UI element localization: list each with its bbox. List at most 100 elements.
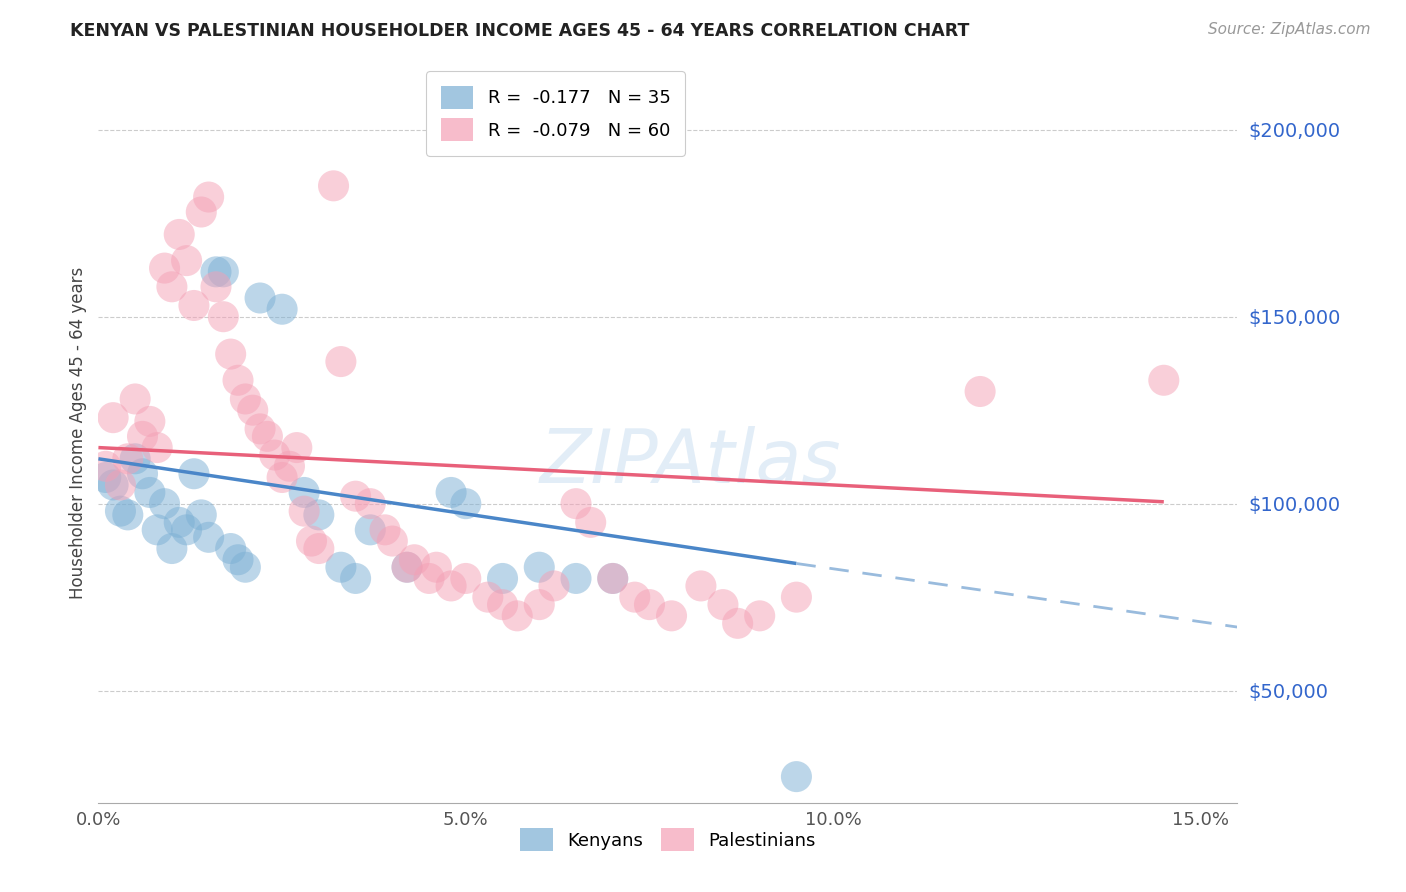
Point xyxy=(359,497,381,511)
Text: KENYAN VS PALESTINIAN HOUSEHOLDER INCOME AGES 45 - 64 YEARS CORRELATION CHART: KENYAN VS PALESTINIAN HOUSEHOLDER INCOME… xyxy=(70,22,970,40)
Point xyxy=(381,534,404,549)
Point xyxy=(404,553,426,567)
Point xyxy=(292,504,315,518)
Point xyxy=(454,497,477,511)
Point xyxy=(249,291,271,305)
Point xyxy=(285,441,308,455)
Point xyxy=(395,560,418,574)
Point xyxy=(301,534,323,549)
Point xyxy=(579,516,602,530)
Point xyxy=(785,770,807,784)
Point xyxy=(205,280,228,294)
Point xyxy=(139,485,162,500)
Point xyxy=(176,253,198,268)
Legend: Kenyans, Palestinians: Kenyans, Palestinians xyxy=(512,819,824,861)
Text: Source: ZipAtlas.com: Source: ZipAtlas.com xyxy=(1208,22,1371,37)
Point xyxy=(395,560,418,574)
Point xyxy=(543,579,565,593)
Point xyxy=(94,459,117,474)
Point xyxy=(235,392,257,406)
Point xyxy=(308,541,330,556)
Point xyxy=(602,571,624,585)
Point xyxy=(271,470,294,484)
Point xyxy=(292,485,315,500)
Point xyxy=(190,508,212,522)
Point xyxy=(110,478,132,492)
Point xyxy=(529,560,551,574)
Point xyxy=(440,485,463,500)
Point xyxy=(661,608,683,623)
Text: ZIPAtlas: ZIPAtlas xyxy=(540,426,841,499)
Point xyxy=(183,298,205,312)
Point xyxy=(153,497,176,511)
Point xyxy=(249,422,271,436)
Point xyxy=(226,553,249,567)
Point xyxy=(212,310,235,324)
Point xyxy=(197,530,219,544)
Point xyxy=(242,403,264,417)
Point xyxy=(565,571,588,585)
Point xyxy=(110,504,132,518)
Point xyxy=(565,497,588,511)
Point xyxy=(183,467,205,481)
Point xyxy=(529,598,551,612)
Point xyxy=(226,373,249,387)
Point xyxy=(160,280,183,294)
Point xyxy=(359,523,381,537)
Point xyxy=(748,608,770,623)
Point xyxy=(727,616,749,631)
Point xyxy=(344,571,367,585)
Point xyxy=(477,590,499,604)
Point xyxy=(131,429,153,443)
Point xyxy=(440,579,463,593)
Point xyxy=(1153,373,1175,387)
Point xyxy=(602,571,624,585)
Point xyxy=(176,523,198,537)
Point xyxy=(101,478,124,492)
Point xyxy=(131,467,153,481)
Point xyxy=(146,441,169,455)
Point xyxy=(160,541,183,556)
Point xyxy=(711,598,734,612)
Point xyxy=(454,571,477,585)
Point xyxy=(322,178,344,193)
Point xyxy=(124,392,146,406)
Point xyxy=(491,571,513,585)
Point xyxy=(785,590,807,604)
Point xyxy=(638,598,661,612)
Point xyxy=(329,354,352,368)
Point xyxy=(425,560,447,574)
Point xyxy=(167,227,190,242)
Point xyxy=(212,265,235,279)
Point xyxy=(139,414,162,428)
Point xyxy=(235,560,257,574)
Point xyxy=(690,579,713,593)
Point xyxy=(146,523,169,537)
Point xyxy=(418,571,440,585)
Point xyxy=(623,590,645,604)
Point xyxy=(205,265,228,279)
Point xyxy=(506,608,529,623)
Point xyxy=(117,508,139,522)
Point xyxy=(491,598,513,612)
Point xyxy=(344,489,367,503)
Point xyxy=(271,302,294,317)
Point xyxy=(153,261,176,276)
Point xyxy=(308,508,330,522)
Point xyxy=(167,516,190,530)
Point xyxy=(124,451,146,466)
Point xyxy=(94,470,117,484)
Point xyxy=(219,347,242,361)
Point xyxy=(374,523,396,537)
Point xyxy=(329,560,352,574)
Point xyxy=(197,190,219,204)
Point xyxy=(219,541,242,556)
Point xyxy=(256,429,278,443)
Point xyxy=(969,384,991,399)
Point xyxy=(101,410,124,425)
Point xyxy=(278,459,301,474)
Point xyxy=(190,205,212,219)
Point xyxy=(117,451,139,466)
Y-axis label: Householder Income Ages 45 - 64 years: Householder Income Ages 45 - 64 years xyxy=(69,267,87,599)
Point xyxy=(263,448,285,462)
